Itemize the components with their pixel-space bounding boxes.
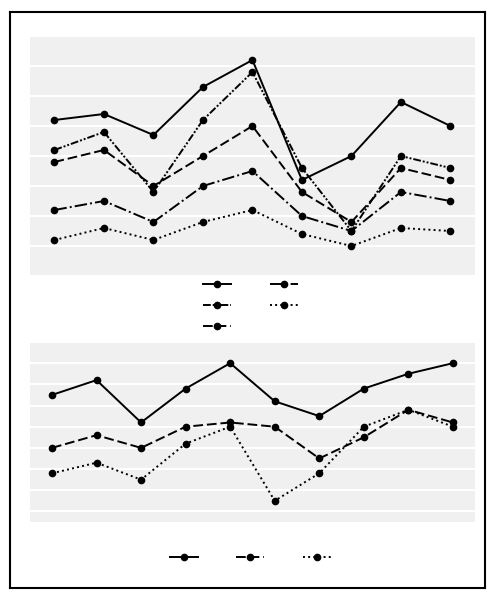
Legend: , , , , : , , , , <box>203 278 302 334</box>
Legend: , , : , , <box>170 551 335 565</box>
